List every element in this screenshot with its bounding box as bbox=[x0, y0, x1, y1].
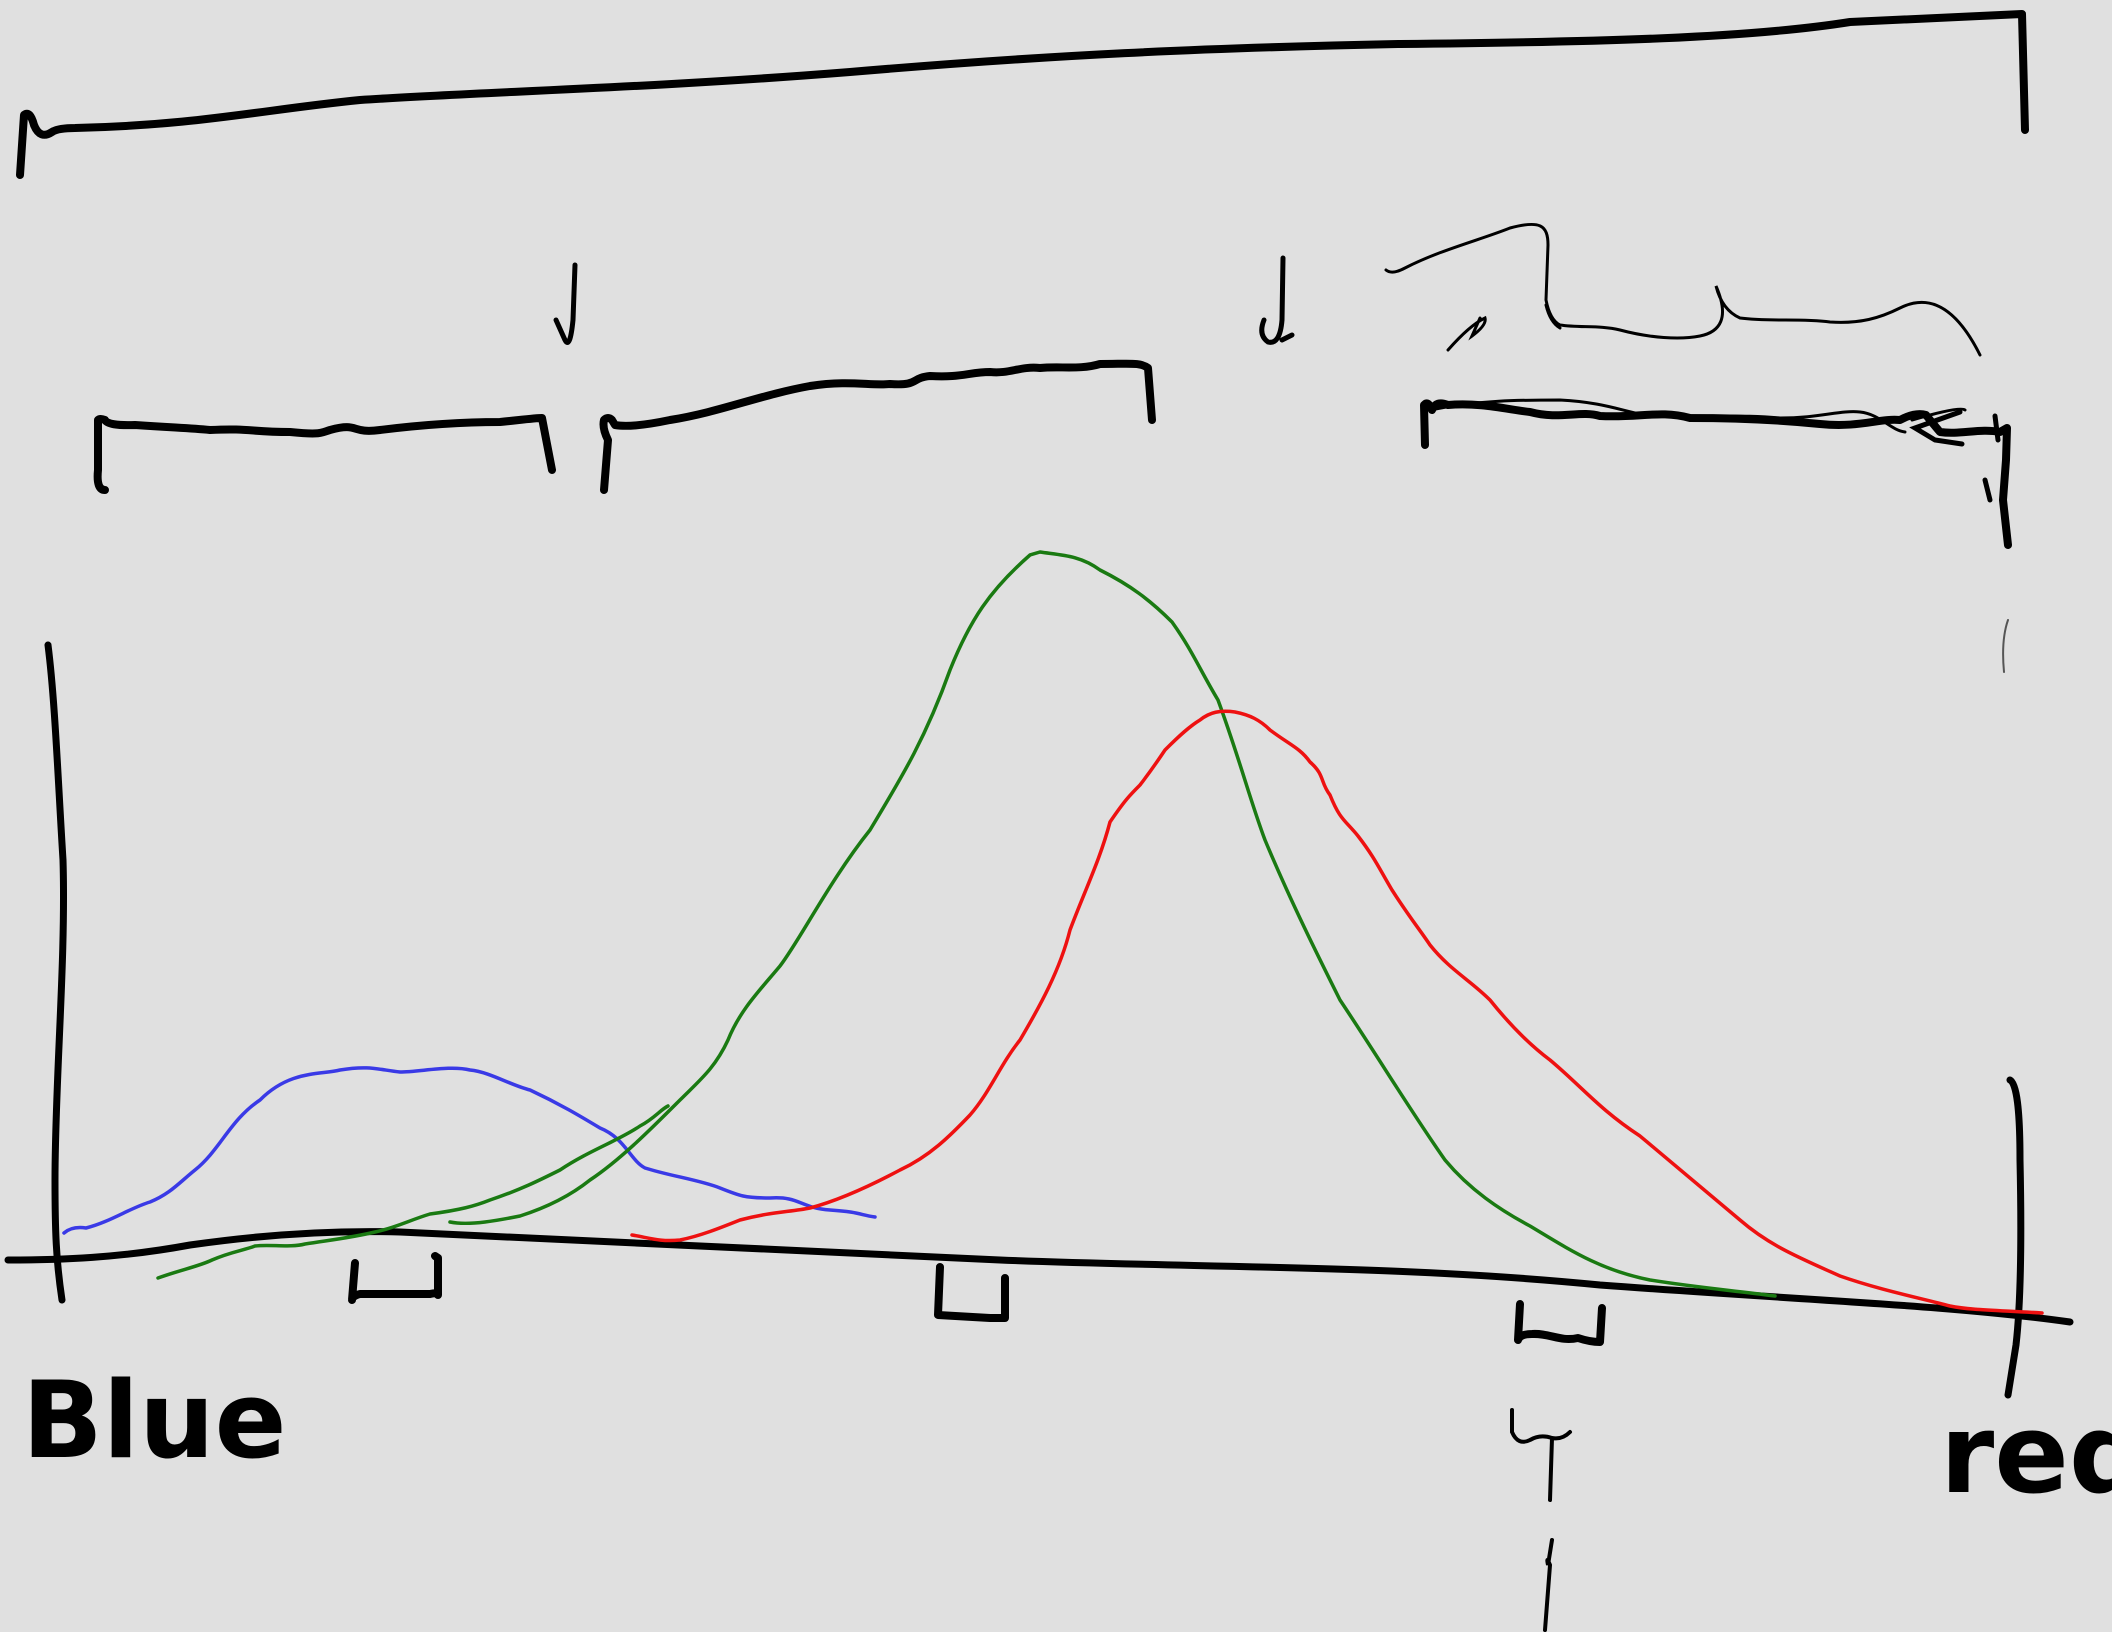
x-axis bbox=[4, 1228, 2074, 1326]
tick-mark-right bbox=[1514, 1300, 1606, 1346]
green-curve-left bbox=[156, 1104, 670, 1280]
tick-mark-center bbox=[934, 1263, 1009, 1322]
down-arrow-left bbox=[553, 262, 578, 345]
right-vertical-line bbox=[2004, 1076, 2025, 1399]
squiggle-mark-bottom bbox=[1510, 1408, 1572, 1632]
label-red: red bbox=[1940, 1390, 2112, 1518]
red-curve bbox=[630, 709, 2044, 1315]
tick-mark-left bbox=[348, 1252, 442, 1304]
down-arrow-center bbox=[1259, 255, 1295, 345]
bracket-right-overlay bbox=[1428, 398, 1967, 434]
y-axis bbox=[44, 641, 68, 1304]
brace-upper-right-tail bbox=[1446, 303, 1562, 352]
blue-curve bbox=[62, 1066, 877, 1235]
brace-upper-right bbox=[1384, 222, 1982, 357]
label-blue: Blue bbox=[22, 1359, 286, 1482]
bracket-center bbox=[599, 359, 1156, 494]
bracket-right-arrowhead bbox=[1909, 409, 2001, 503]
bracket-left bbox=[93, 414, 556, 494]
stray-mark bbox=[2002, 619, 2009, 673]
green-curve bbox=[448, 550, 1777, 1298]
top-bracket bbox=[16, 10, 2029, 179]
